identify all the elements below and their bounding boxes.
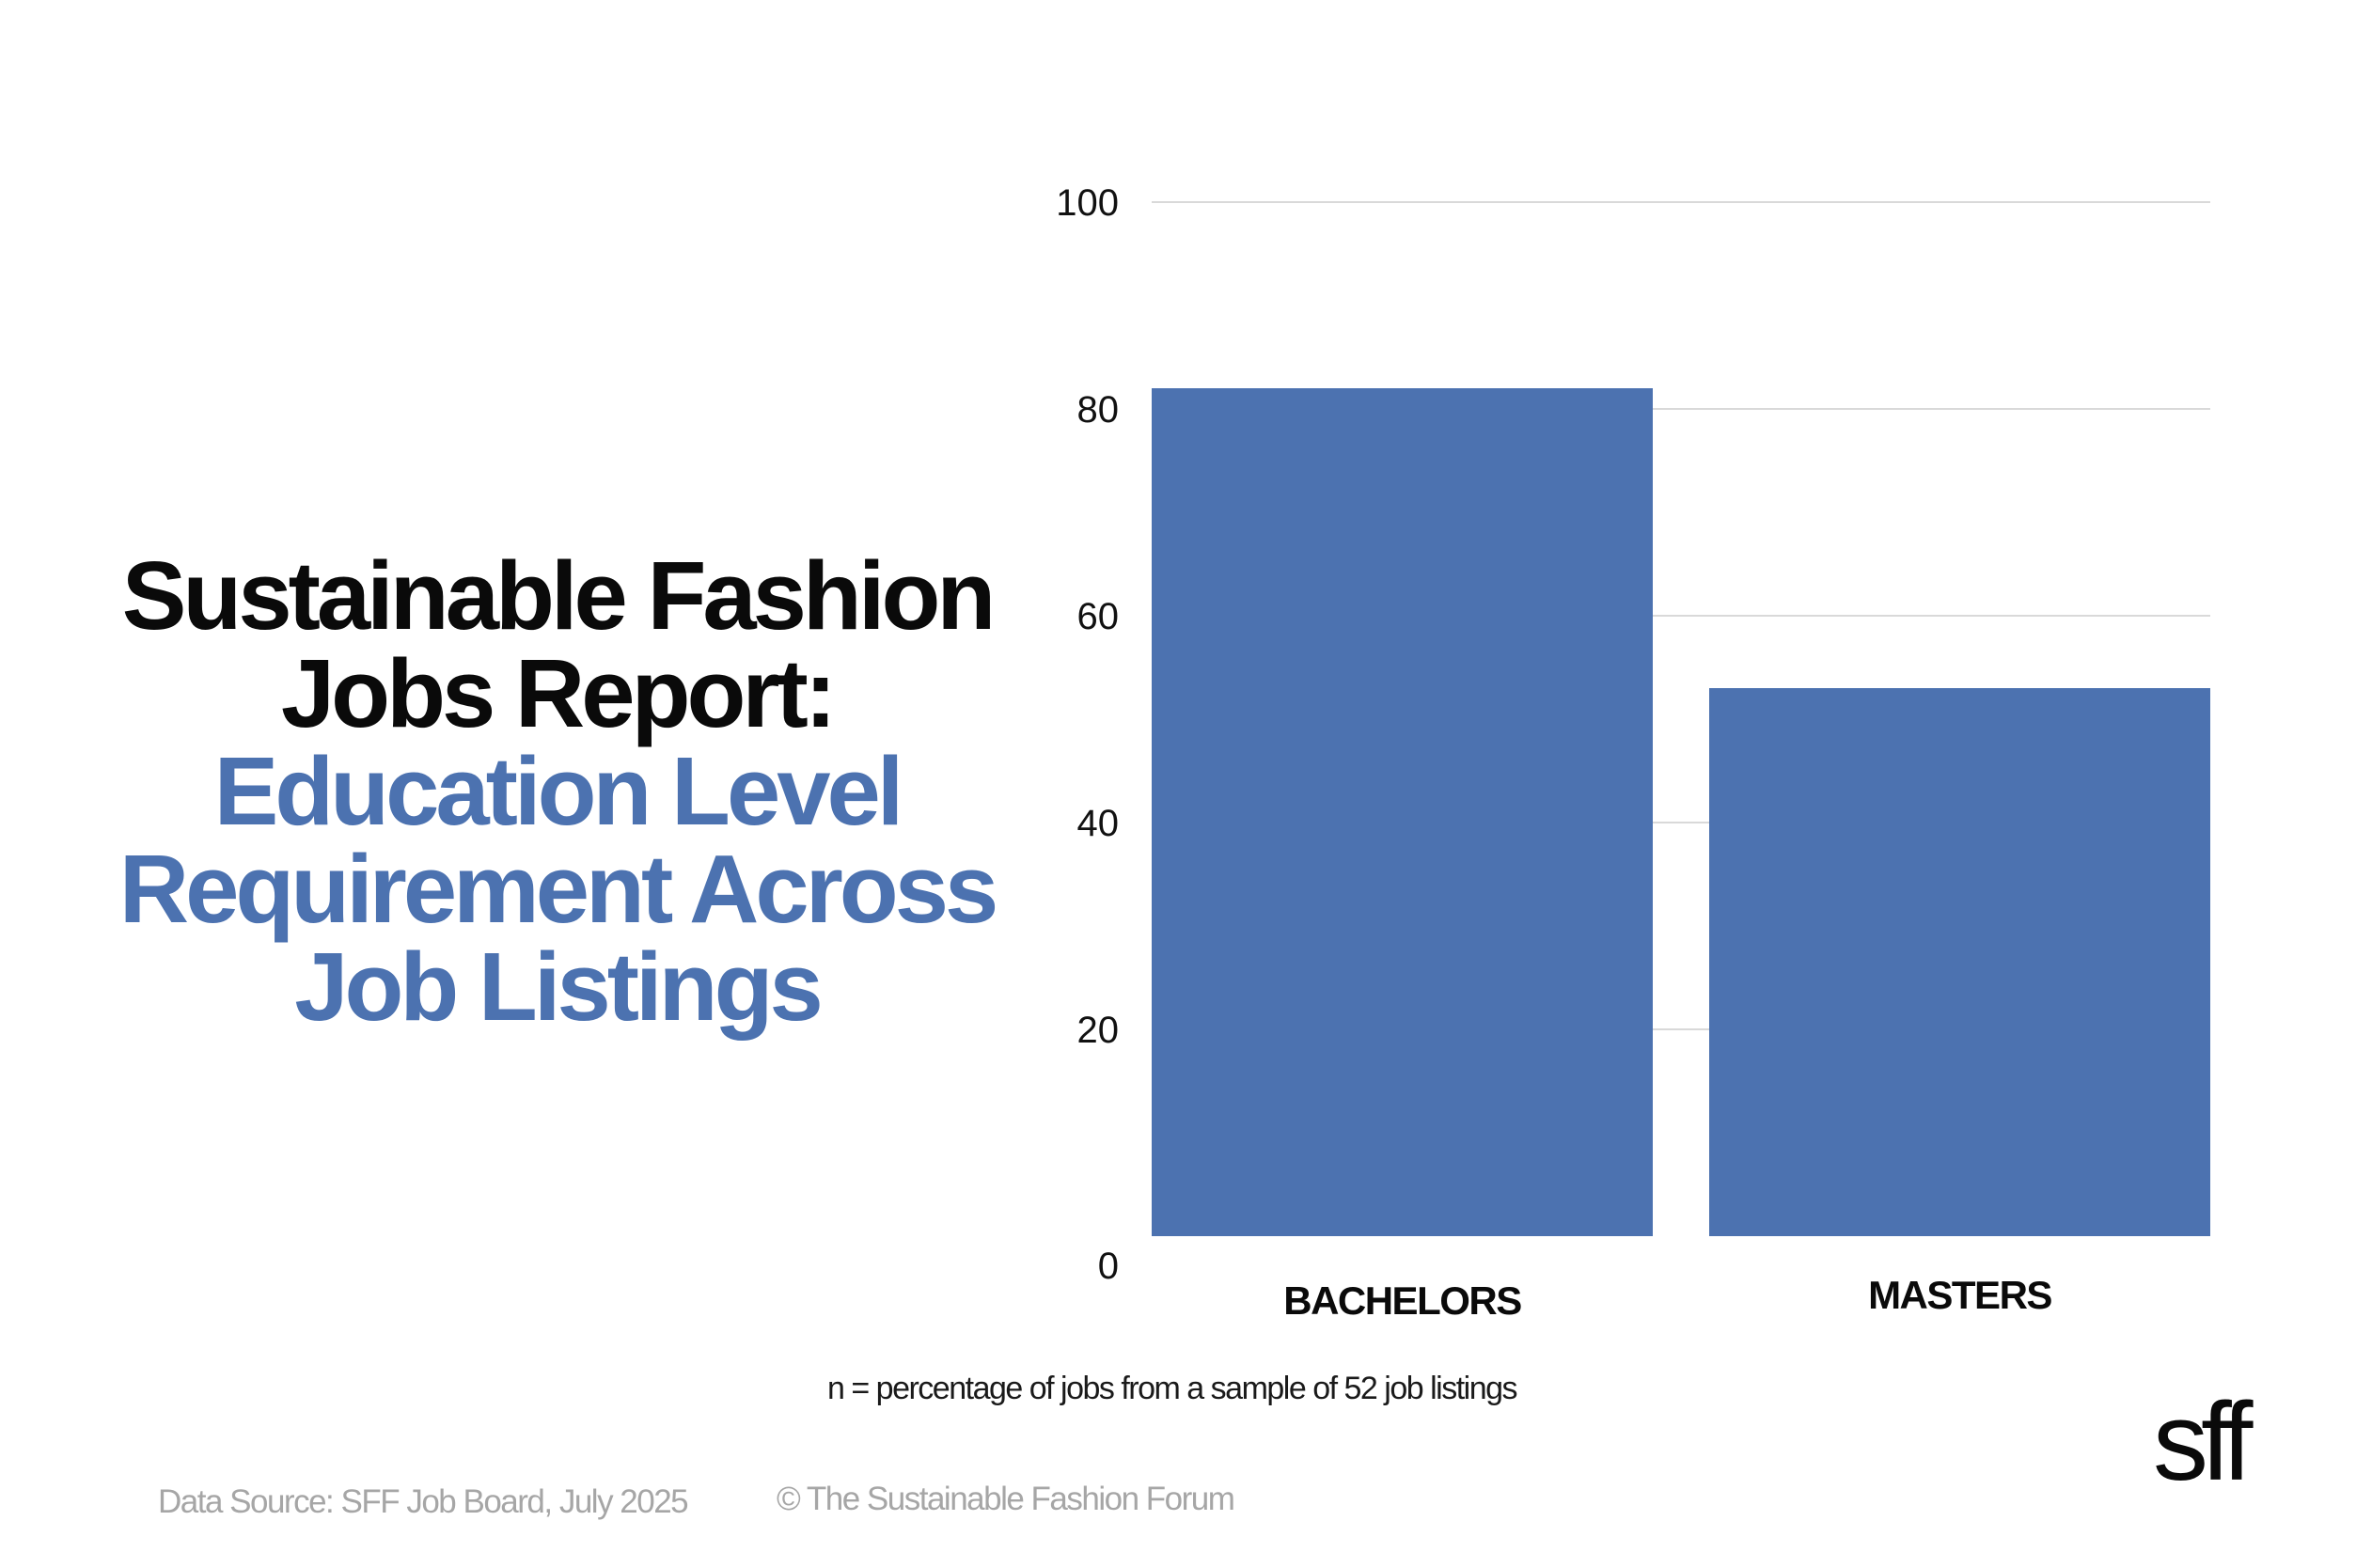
y-axis-ticks: 0 20 40 60 80 100 <box>1056 182 1119 1287</box>
x-category-label-bachelors: BACHELORS <box>1283 1278 1521 1323</box>
y-tick-label-80: 80 <box>1077 389 1120 431</box>
y-tick-label-20: 20 <box>1077 1010 1120 1051</box>
title-line-1: Sustainable Fashion <box>121 541 997 650</box>
y-tick-label-60: 60 <box>1077 596 1120 637</box>
title-line-2: Jobs Report: <box>280 639 837 747</box>
title-line-5: Job Listings <box>294 933 824 1041</box>
bars <box>1152 388 2210 1236</box>
y-tick-label-0: 0 <box>1098 1246 1119 1287</box>
sff-logo: sff <box>2153 1380 2253 1504</box>
x-category-label-masters: MASTERS <box>1868 1273 2051 1317</box>
title-line-4: Requirement Across <box>118 835 999 943</box>
x-axis-categories: BACHELORS MASTERS <box>1283 1273 2053 1323</box>
sample-footnote: n = percentage of jobs from a sample of … <box>827 1371 1518 1406</box>
y-tick-label-100: 100 <box>1056 182 1119 224</box>
y-tick-label-40: 40 <box>1077 803 1120 844</box>
copyright-notice: © The Sustainable Fashion Forum <box>777 1481 1235 1517</box>
bar-masters <box>1709 688 2210 1236</box>
chart-title: Sustainable Fashion Jobs Report: Educati… <box>94 547 1020 1036</box>
bar-bachelors <box>1152 388 1653 1236</box>
title-line-3: Education Level <box>213 737 904 845</box>
data-source: Data Source: SFF Job Board, July 2025 <box>158 1483 689 1520</box>
